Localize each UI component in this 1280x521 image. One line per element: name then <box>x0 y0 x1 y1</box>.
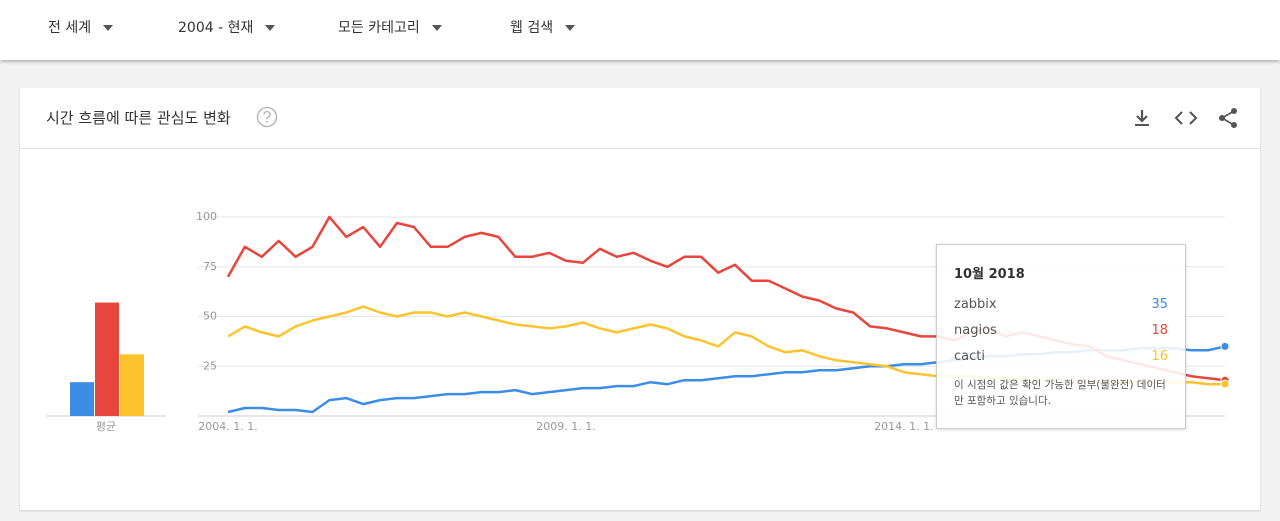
y-tick-label: 75 <box>203 260 217 273</box>
average-bar <box>70 382 94 416</box>
tooltip-value: 18 <box>1151 323 1168 338</box>
y-tick-label: 25 <box>203 359 217 372</box>
average-bar <box>120 354 144 416</box>
tooltip-row: zabbix 35 <box>954 297 1168 323</box>
tooltip-row: cacti 16 <box>954 349 1168 375</box>
download-icon[interactable] <box>1132 108 1152 128</box>
average-label: 평균 <box>96 420 116 433</box>
tooltip-series-name: zabbix <box>954 297 997 312</box>
tooltip-row: nagios 18 <box>954 323 1168 349</box>
tooltip-title: 10월 2018 <box>954 267 1025 282</box>
tooltip-value: 35 <box>1151 297 1168 312</box>
y-tick-label: 100 <box>196 210 217 223</box>
filter-time[interactable]: 2004 - 현재 <box>178 17 275 37</box>
x-tick-label: 2004. 1. 1. <box>198 420 257 433</box>
tooltip-value: 16 <box>1151 349 1168 364</box>
card-title: 시간 흐름에 따른 관심도 변화 <box>46 109 231 127</box>
share-icon[interactable] <box>1217 107 1239 129</box>
top-bar: 전 세계 2004 - 현재 모든 카테고리 웹 검색 <box>0 0 1280 60</box>
filter-category[interactable]: 모든 카테고리 <box>338 17 442 37</box>
y-tick-label: 50 <box>203 310 217 323</box>
tooltip-series-name: nagios <box>954 323 997 338</box>
embed-icon[interactable] <box>1174 108 1198 128</box>
tooltip-note: 이 시점의 값은 확인 가능한 일부(불완전) 데이터만 포함하고 있습니다. <box>954 379 1166 407</box>
x-tick-label: 2014. 1. 1. <box>874 420 933 433</box>
tooltip-series-name: cacti <box>954 349 985 364</box>
separator <box>20 148 1260 149</box>
help-icon[interactable] <box>256 106 278 128</box>
x-tick-label: 2009. 1. 1. <box>536 420 595 433</box>
end-dot <box>1220 341 1230 351</box>
end-dot <box>1220 379 1230 389</box>
average-bar <box>95 302 119 416</box>
tooltip: 10월 2018 zabbix 35 nagios 18 cacti 16 이 시점의 값… <box>936 244 1186 429</box>
filter-search-type[interactable]: 웹 검색 <box>510 17 575 37</box>
filter-region[interactable]: 전 세계 <box>48 17 113 37</box>
